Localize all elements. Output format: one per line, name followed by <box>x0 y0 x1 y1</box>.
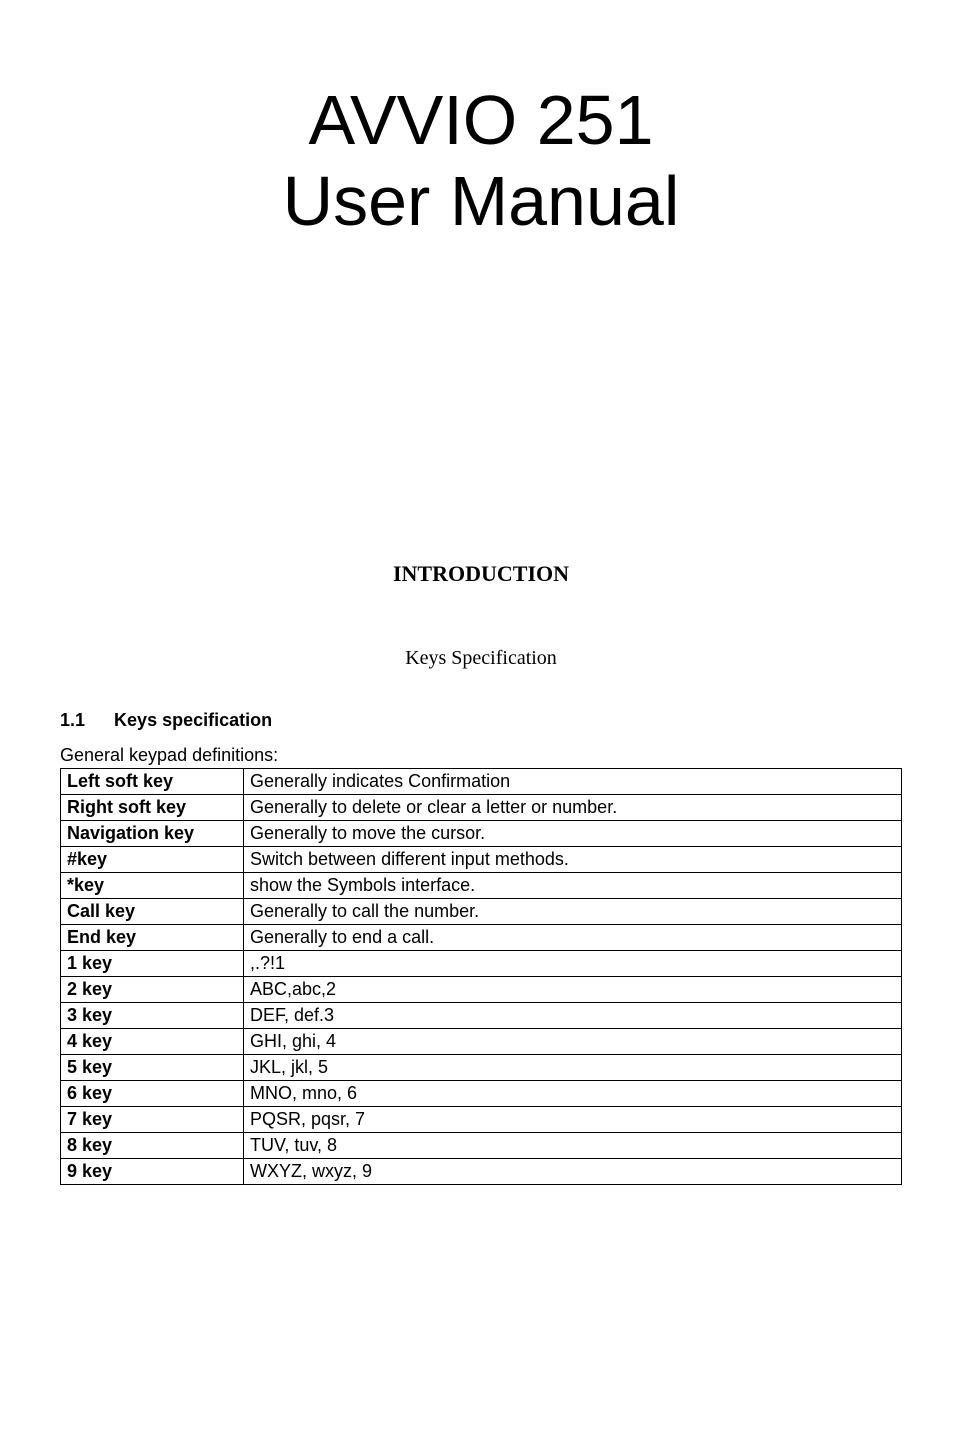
table-row: Call key Generally to call the number. <box>61 899 902 925</box>
section-heading: 1.1 Keys specification <box>60 710 902 731</box>
table-row: Left soft key Generally indicates Confir… <box>61 769 902 795</box>
table-row: 4 key GHI, ghi, 4 <box>61 1029 902 1055</box>
key-desc-cell: ,.?!1 <box>244 951 902 977</box>
document-page: AVVIO 251 User Manual INTRODUCTION Keys … <box>0 0 962 1235</box>
keypad-definitions-table: Left soft key Generally indicates Confir… <box>60 768 902 1185</box>
keys-specification-subheading: Keys Specification <box>60 647 902 670</box>
key-name-cell: 6 key <box>61 1081 244 1107</box>
key-name-cell: 3 key <box>61 1003 244 1029</box>
table-row: #key Switch between different input meth… <box>61 847 902 873</box>
document-title: AVVIO 251 User Manual <box>60 80 902 241</box>
key-desc-cell: DEF, def.3 <box>244 1003 902 1029</box>
key-desc-cell: WXYZ, wxyz, 9 <box>244 1159 902 1185</box>
key-desc-cell: ABC,abc,2 <box>244 977 902 1003</box>
key-desc-cell: Generally to delete or clear a letter or… <box>244 795 902 821</box>
key-desc-cell: show the Symbols interface. <box>244 873 902 899</box>
introduction-heading: INTRODUCTION <box>60 561 902 587</box>
table-row: *key show the Symbols interface. <box>61 873 902 899</box>
table-row: 3 key DEF, def.3 <box>61 1003 902 1029</box>
title-line-1: AVVIO 251 <box>308 81 653 159</box>
table-row: 2 key ABC,abc,2 <box>61 977 902 1003</box>
table-row: Right soft key Generally to delete or cl… <box>61 795 902 821</box>
table-row: End key Generally to end a call. <box>61 925 902 951</box>
key-name-cell: Call key <box>61 899 244 925</box>
key-name-cell: Right soft key <box>61 795 244 821</box>
key-name-cell: 8 key <box>61 1133 244 1159</box>
key-name-cell: Left soft key <box>61 769 244 795</box>
key-name-cell: 1 key <box>61 951 244 977</box>
key-name-cell: Navigation key <box>61 821 244 847</box>
key-desc-cell: TUV, tuv, 8 <box>244 1133 902 1159</box>
section-number: 1.1 <box>60 710 85 731</box>
section-title: Keys specification <box>114 710 272 730</box>
key-name-cell: End key <box>61 925 244 951</box>
table-row: 9 key WXYZ, wxyz, 9 <box>61 1159 902 1185</box>
key-name-cell: 5 key <box>61 1055 244 1081</box>
key-desc-cell: Generally to end a call. <box>244 925 902 951</box>
table-row: 7 key PQSR, pqsr, 7 <box>61 1107 902 1133</box>
key-name-cell: *key <box>61 873 244 899</box>
key-desc-cell: GHI, ghi, 4 <box>244 1029 902 1055</box>
key-name-cell: 4 key <box>61 1029 244 1055</box>
key-desc-cell: Switch between different input methods. <box>244 847 902 873</box>
table-row: 6 key MNO, mno, 6 <box>61 1081 902 1107</box>
general-definitions-label: General keypad definitions: <box>60 745 902 766</box>
key-desc-cell: MNO, mno, 6 <box>244 1081 902 1107</box>
key-name-cell: #key <box>61 847 244 873</box>
key-desc-cell: PQSR, pqsr, 7 <box>244 1107 902 1133</box>
key-desc-cell: Generally indicates Confirmation <box>244 769 902 795</box>
key-desc-cell: Generally to move the cursor. <box>244 821 902 847</box>
title-line-2: User Manual <box>283 162 680 240</box>
key-desc-cell: JKL, jkl, 5 <box>244 1055 902 1081</box>
key-name-cell: 2 key <box>61 977 244 1003</box>
key-name-cell: 9 key <box>61 1159 244 1185</box>
key-name-cell: 7 key <box>61 1107 244 1133</box>
table-row: Navigation key Generally to move the cur… <box>61 821 902 847</box>
table-row: 1 key ,.?!1 <box>61 951 902 977</box>
key-desc-cell: Generally to call the number. <box>244 899 902 925</box>
table-body: Left soft key Generally indicates Confir… <box>61 769 902 1185</box>
table-row: 5 key JKL, jkl, 5 <box>61 1055 902 1081</box>
table-row: 8 key TUV, tuv, 8 <box>61 1133 902 1159</box>
